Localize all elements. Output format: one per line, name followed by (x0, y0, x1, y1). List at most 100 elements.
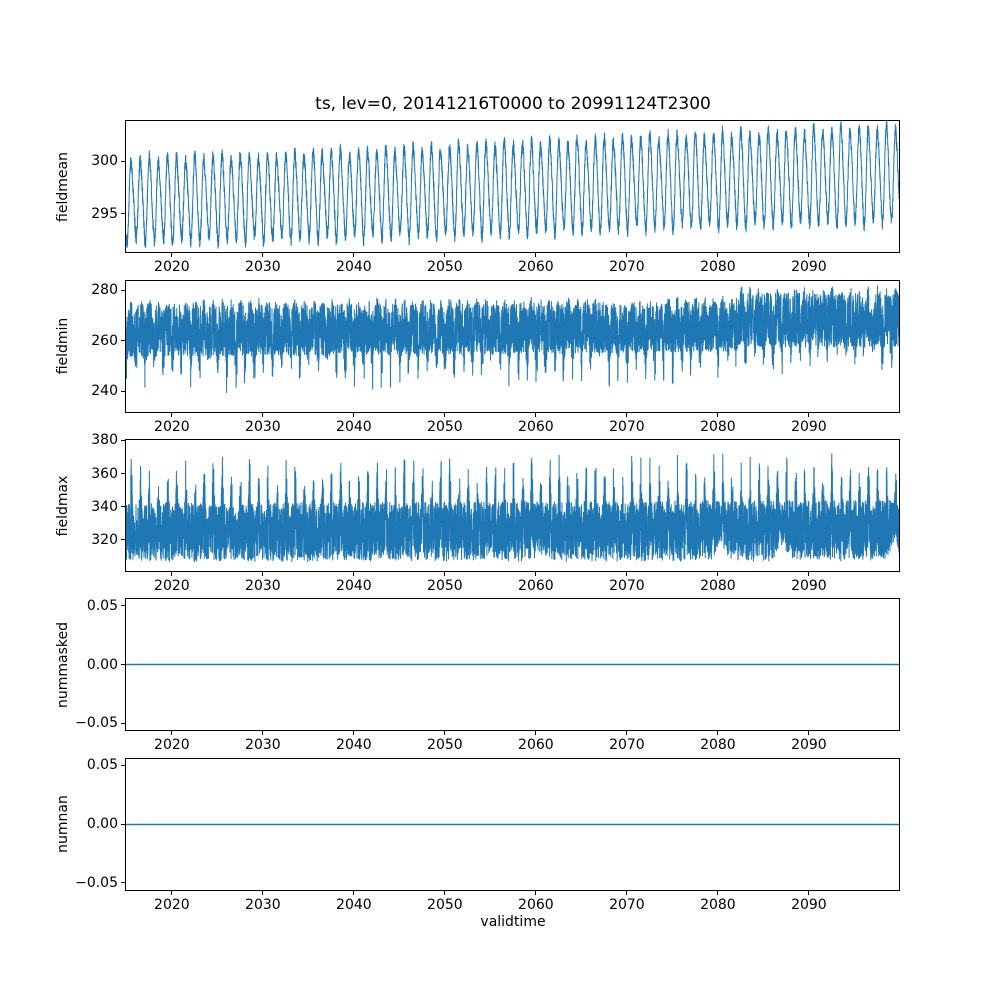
x-tick-label: 2040 (336, 578, 372, 594)
x-tick-mark (626, 412, 628, 417)
x-tick-mark (808, 890, 810, 895)
y-tick-mark (121, 506, 125, 508)
x-tick-label: 2090 (791, 259, 827, 275)
y-tick-label: 0.05 (86, 757, 118, 774)
subplot-fieldmax-plot-area (126, 453, 899, 563)
y-tick-mark (121, 764, 125, 766)
y-tick-label: 240 (91, 383, 118, 400)
x-tick-label: 2070 (609, 896, 645, 913)
x-tick-label: 2020 (154, 578, 190, 594)
x-tick-mark (444, 890, 446, 895)
x-tick-label: 2070 (609, 578, 645, 594)
y-tick-mark (121, 439, 125, 441)
y-tick-label: −0.05 (75, 715, 118, 732)
x-tick-mark (353, 890, 355, 895)
subplot-fieldmean-axes (125, 120, 900, 253)
x-tick-label: 2080 (700, 259, 736, 275)
x-tick-mark (171, 412, 173, 417)
x-tick-mark (262, 572, 264, 576)
x-tick-mark (535, 890, 537, 895)
x-tick-label: 2090 (791, 896, 827, 913)
x-tick-mark (444, 412, 446, 417)
x-tick-label: 2080 (700, 578, 736, 594)
x-tick-label: 2040 (336, 418, 372, 435)
subplot-fieldmax-axes (125, 439, 900, 572)
x-tick-label: 2050 (427, 578, 463, 594)
x-tick-label: 2030 (245, 737, 281, 753)
y-tick-label: 320 (91, 531, 118, 548)
x-tick-mark (353, 731, 355, 735)
x-tick-label: 2090 (791, 737, 827, 753)
x-tick-label: 2020 (154, 896, 190, 913)
x-tick-mark (444, 572, 446, 576)
x-tick-mark (262, 890, 264, 895)
x-tick-mark (717, 253, 719, 257)
y-tick-mark (121, 473, 125, 475)
fieldmin-series-line (126, 284, 899, 393)
x-tick-label: 2060 (518, 896, 554, 913)
x-tick-mark (808, 572, 810, 576)
y-tick-mark (121, 722, 125, 724)
subplot-nummasked-axes (125, 598, 900, 731)
y-tick-mark (121, 213, 125, 215)
y-tick-mark (121, 539, 125, 541)
y-axis-label-fieldmean: fieldmean (55, 151, 71, 222)
y-axis-label-nummasked: nummasked (55, 621, 71, 708)
x-tick-mark (808, 412, 810, 417)
y-tick-label: 340 (91, 498, 118, 515)
x-tick-label: 2080 (700, 896, 736, 913)
y-tick-mark (121, 823, 125, 825)
x-tick-mark (262, 731, 264, 735)
x-tick-label: 2040 (336, 259, 372, 275)
y-tick-label: 0.00 (86, 816, 118, 832)
y-tick-label: 380 (91, 432, 118, 449)
y-tick-label: 0.05 (86, 597, 118, 614)
x-tick-label: 2040 (336, 737, 372, 753)
y-tick-label: 300 (91, 153, 118, 170)
y-tick-label: −0.05 (75, 874, 118, 891)
x-tick-label: 2040 (336, 896, 372, 913)
x-tick-mark (171, 572, 173, 576)
x-tick-label: 2020 (154, 418, 190, 435)
y-tick-label: 260 (91, 332, 118, 349)
x-tick-mark (171, 253, 173, 257)
x-tick-label: 2070 (609, 737, 645, 753)
x-tick-label: 2060 (518, 578, 554, 594)
x-tick-mark (626, 253, 628, 257)
x-tick-mark (262, 253, 264, 257)
fieldmax-series-line (126, 453, 899, 563)
x-tick-mark (171, 890, 173, 895)
x-tick-mark (717, 572, 719, 576)
x-tick-label: 2030 (245, 578, 281, 594)
x-tick-label: 2070 (609, 418, 645, 435)
x-tick-mark (262, 412, 264, 417)
x-tick-mark (444, 731, 446, 735)
y-tick-mark (121, 340, 125, 342)
x-tick-mark (353, 412, 355, 417)
x-tick-label: 2070 (609, 259, 645, 275)
x-tick-mark (535, 412, 537, 417)
figure-title: ts, lev=0, 20141216T0000 to 20991124T230… (315, 94, 711, 114)
y-axis-label-fieldmin: fieldmin (55, 317, 71, 375)
subplot-fieldmin-axes (125, 279, 900, 413)
x-tick-mark (535, 731, 537, 735)
x-tick-mark (353, 572, 355, 576)
x-tick-mark (717, 731, 719, 735)
subplot-nummasked-plot-area (126, 663, 899, 666)
y-tick-label: 280 (91, 282, 118, 299)
y-axis-label-numnan: numnan (55, 795, 71, 853)
x-tick-label: 2060 (518, 737, 554, 753)
x-tick-label: 2050 (427, 896, 463, 913)
x-tick-label: 2050 (427, 737, 463, 753)
x-tick-mark (808, 253, 810, 257)
x-tick-mark (353, 253, 355, 257)
x-tick-mark (626, 731, 628, 735)
x-tick-label: 2030 (245, 896, 281, 913)
y-tick-mark (121, 882, 125, 884)
x-tick-label: 2030 (245, 259, 281, 275)
x-tick-label: 2090 (791, 418, 827, 435)
x-tick-mark (535, 253, 537, 257)
subplot-fieldmean-plot-area (126, 121, 899, 249)
x-tick-label: 2090 (791, 578, 827, 594)
